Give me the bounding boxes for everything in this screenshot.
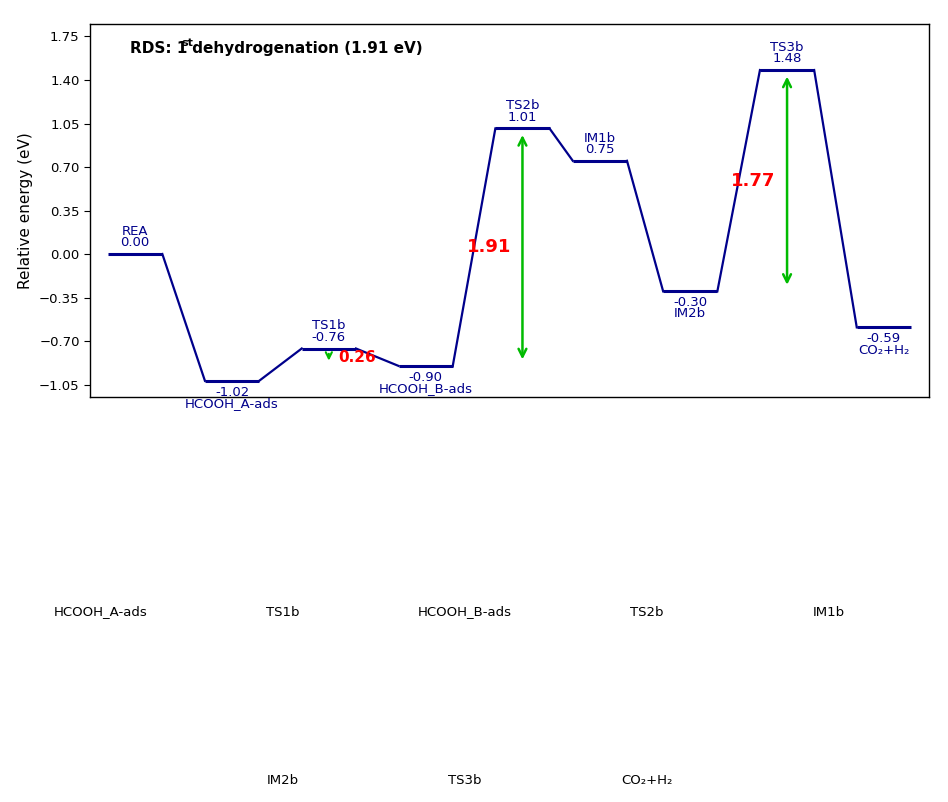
Text: CO₂+H₂: CO₂+H₂: [621, 774, 672, 787]
Text: -0.76: -0.76: [312, 330, 346, 343]
Text: HCOOH_B-ads: HCOOH_B-ads: [378, 382, 473, 395]
Text: TS3b: TS3b: [447, 774, 482, 787]
Text: IM2b: IM2b: [674, 307, 706, 321]
Text: -0.59: -0.59: [866, 332, 901, 346]
Text: RDS: 1: RDS: 1: [130, 42, 188, 56]
Text: dehydrogenation (1.91 eV): dehydrogenation (1.91 eV): [187, 42, 423, 56]
Text: -1.02: -1.02: [215, 386, 249, 399]
Text: 1.77: 1.77: [731, 172, 775, 190]
Text: CO₂+H₂: CO₂+H₂: [858, 343, 909, 357]
Text: TS2b: TS2b: [629, 606, 664, 618]
Text: 1.48: 1.48: [773, 52, 802, 65]
Text: 0.26: 0.26: [338, 350, 376, 365]
Text: HCOOH_A-ads: HCOOH_A-ads: [54, 606, 147, 618]
Text: 0.00: 0.00: [120, 236, 150, 249]
Text: IM1b: IM1b: [812, 606, 845, 618]
Text: REA: REA: [122, 225, 149, 238]
Text: TS1b: TS1b: [265, 606, 300, 618]
Text: HCOOH_B-ads: HCOOH_B-ads: [417, 606, 512, 618]
Text: 1.91: 1.91: [466, 238, 511, 256]
Y-axis label: Relative energy (eV): Relative energy (eV): [18, 132, 33, 289]
Text: 0.75: 0.75: [585, 143, 614, 156]
Text: IM1b: IM1b: [584, 132, 616, 144]
Text: st: st: [182, 38, 193, 47]
Text: -0.30: -0.30: [673, 296, 707, 310]
Text: HCOOH_A-ads: HCOOH_A-ads: [185, 397, 279, 410]
Text: TS3b: TS3b: [771, 41, 804, 54]
Text: TS1b: TS1b: [312, 319, 346, 332]
Text: IM2b: IM2b: [266, 774, 299, 787]
Text: -0.90: -0.90: [409, 371, 443, 384]
Text: 1.01: 1.01: [508, 111, 538, 124]
Text: TS2b: TS2b: [505, 99, 539, 112]
